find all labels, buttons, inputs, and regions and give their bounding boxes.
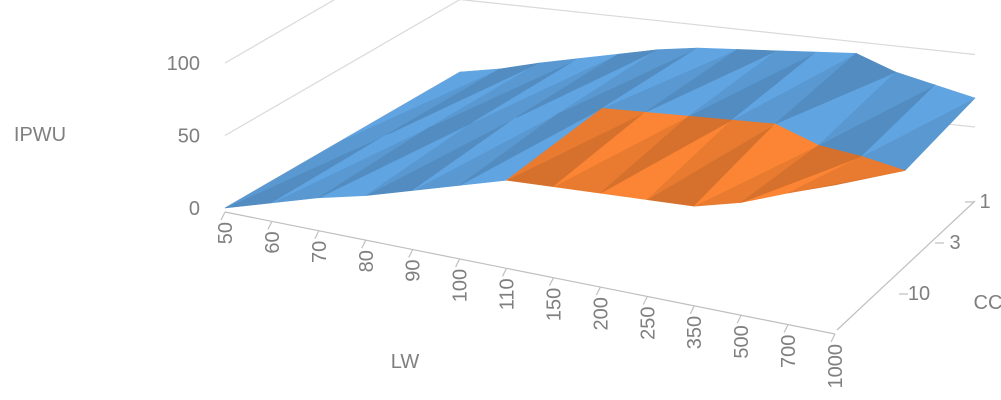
y-tick-label: 10: [908, 283, 930, 305]
surface-facet: [601, 47, 738, 109]
z-axis-title: IPWU: [14, 124, 66, 146]
x-tick-mark: [220, 211, 226, 221]
x-tick-mark: [642, 296, 648, 305]
x-tick-mark: [595, 286, 601, 296]
surface-facet: [224, 134, 386, 209]
x-tick-label: 50: [215, 222, 237, 244]
x-tick-mark: [408, 249, 414, 258]
surface-facet: [694, 123, 820, 207]
x-tick-label: 90: [403, 260, 425, 282]
surface-facet: [818, 71, 937, 146]
x-tick-label: 200: [590, 297, 612, 330]
surface-facet: [787, 156, 906, 194]
x-tick-mark: [361, 239, 367, 249]
x-tick-mark: [783, 324, 789, 333]
x-tick-label: 350: [684, 316, 706, 349]
z-tick-label: 100: [167, 53, 200, 75]
x-tick-label: 70: [309, 241, 331, 263]
x-tick-mark: [314, 230, 320, 240]
surface-facet: [342, 68, 500, 141]
surface-facet: [645, 49, 778, 113]
y-tick-label: 1: [979, 191, 990, 213]
surface-facet: [553, 111, 690, 187]
y-tick-label: 3: [949, 232, 960, 254]
x-tick-mark: [736, 314, 742, 324]
x-tick-label: 110: [497, 278, 519, 310]
x-tick-label: 100: [450, 269, 472, 302]
x-tick-label: 60: [262, 231, 284, 253]
surface-facet: [600, 115, 733, 194]
x-tick-label: 500: [731, 325, 753, 358]
surface-facet: [459, 108, 603, 186]
surface-facet: [861, 84, 976, 157]
surface-facet: [428, 58, 579, 128]
y-axis-line: [836, 200, 976, 331]
x-tick-mark: [689, 305, 695, 315]
x-tick-mark: [455, 258, 461, 268]
x-tick-label: 1000: [825, 344, 847, 389]
x-tick-mark: [267, 221, 273, 230]
x-tick-label: 150: [543, 288, 565, 321]
x-axis-title: LW: [391, 351, 420, 373]
x-tick-mark: [830, 333, 836, 343]
surface-facet: [365, 117, 516, 196]
surface-facet: [412, 112, 559, 191]
z-gridline: [224, 0, 976, 137]
surface-facet: [774, 53, 897, 125]
x-tick-label: 250: [637, 306, 659, 339]
z-gridline: [224, 0, 336, 64]
z-tick-label: 0: [189, 198, 200, 220]
x-tick-label: 80: [356, 250, 378, 272]
x-tick-mark: [502, 268, 508, 277]
y-axis-title: CC: [974, 292, 1001, 314]
surface-plot: [224, 47, 976, 209]
surface-facet: [731, 51, 858, 121]
z-tick-label: 50: [178, 126, 200, 148]
surface-facet: [740, 144, 863, 203]
x-tick-label: 700: [778, 335, 800, 368]
x-tick-mark: [548, 277, 554, 286]
surface-facet: [558, 47, 698, 114]
surface-facet: [515, 49, 659, 119]
surface-facet: [472, 53, 619, 123]
x-axis-line: [224, 211, 836, 335]
surface-facet: [271, 127, 430, 204]
surface-facet: [506, 108, 647, 181]
surface-facet: [647, 119, 777, 200]
surface-facet: [688, 50, 817, 117]
surface-facet: [318, 122, 473, 199]
surface-facet: [385, 62, 540, 136]
